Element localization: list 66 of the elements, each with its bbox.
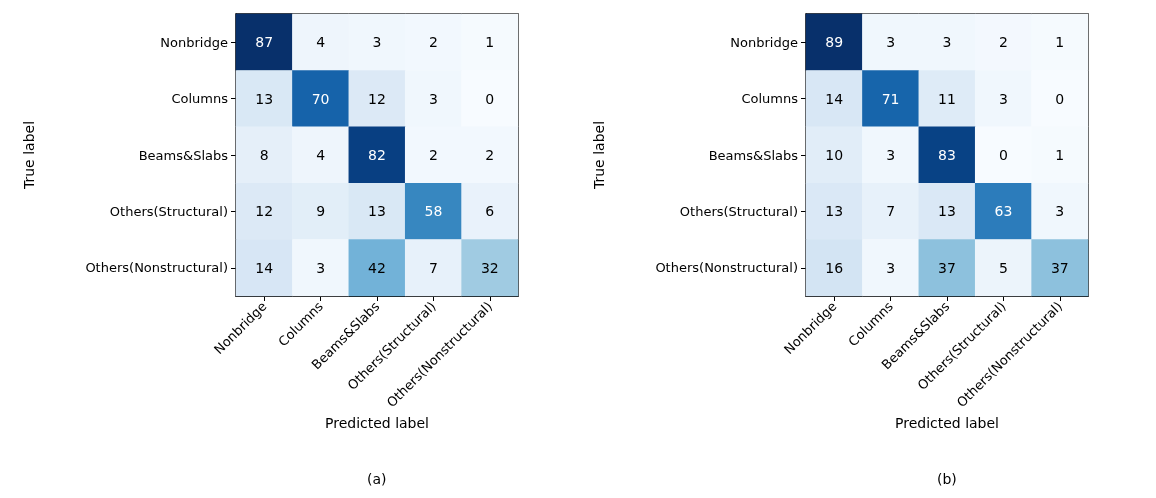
text: (a) xyxy=(367,471,387,487)
data-label: 3 xyxy=(998,90,1008,107)
data-label: 3 xyxy=(942,34,952,51)
y-tick-label: Nonbridge xyxy=(730,34,798,50)
data-label: 63 xyxy=(994,203,1013,220)
data-label: 1 xyxy=(1055,147,1065,163)
y-tick-label: Beams&Slabs xyxy=(138,147,229,163)
data-label: 14 xyxy=(255,259,274,276)
data-label: 3 xyxy=(886,259,896,276)
data-label: 8 xyxy=(259,147,269,163)
data-label: 10 xyxy=(825,147,844,163)
data-label: 2 xyxy=(998,34,1008,51)
data-label: 3 xyxy=(886,34,896,51)
x-axis-title: Predicted label xyxy=(324,415,430,432)
data-label: 3 xyxy=(1055,203,1065,220)
data-label: 42 xyxy=(368,259,386,276)
data-label: 13 xyxy=(255,90,274,107)
data-label: 16 xyxy=(825,259,844,276)
y-tick-label: Columns xyxy=(171,91,229,107)
data-label: 82 xyxy=(368,147,386,163)
data-label: 12 xyxy=(255,203,274,220)
data-label: 4 xyxy=(316,34,326,51)
data-label: 0 xyxy=(485,90,495,107)
data-label: 70 xyxy=(311,90,330,107)
data-label: 14 xyxy=(825,90,844,107)
y-tick-label: Beams&Slabs xyxy=(708,147,799,163)
data-label: 0 xyxy=(1055,90,1065,107)
data-label: 37 xyxy=(1050,259,1069,276)
data-label: 1 xyxy=(485,34,495,51)
data-label: 3 xyxy=(886,147,896,163)
data-label: 13 xyxy=(825,203,844,220)
data-label: 7 xyxy=(886,203,896,220)
data-label: 6 xyxy=(485,203,495,220)
y-tick-label: Nonbridge xyxy=(160,34,228,50)
data-label: 37 xyxy=(938,259,956,276)
y-tick-label: Others(Nonstructural) xyxy=(85,260,228,276)
data-label: 4 xyxy=(316,147,326,163)
data-label: 13 xyxy=(368,203,386,220)
data-label: 1 xyxy=(1055,34,1065,51)
data-label: 58 xyxy=(424,203,443,220)
y-tick-label: Others(Structural) xyxy=(679,203,798,219)
data-label: 0 xyxy=(998,147,1008,163)
y-tick-label: Columns xyxy=(741,91,799,107)
text: (b) xyxy=(937,471,957,487)
data-label: 32 xyxy=(480,259,499,276)
data-label: 3 xyxy=(316,259,326,276)
y-axis-title: True label xyxy=(21,120,37,191)
data-label: 3 xyxy=(428,90,438,107)
x-axis-title: Predicted label xyxy=(894,415,1000,432)
data-label: 71 xyxy=(881,90,900,107)
y-tick-label: Others(Structural) xyxy=(109,203,228,219)
data-label: 11 xyxy=(938,90,956,107)
y-axis-title: True label xyxy=(591,120,607,191)
data-label: 13 xyxy=(938,203,956,220)
data-label: 3 xyxy=(372,34,382,51)
data-label: 12 xyxy=(368,90,386,107)
data-label: 9 xyxy=(316,203,326,220)
data-label: 89 xyxy=(825,34,844,51)
data-label: 2 xyxy=(485,147,495,163)
data-label: 2 xyxy=(428,34,438,51)
y-tick-label: Others(Nonstructural) xyxy=(655,260,798,276)
data-label: 2 xyxy=(428,147,438,163)
data-label: 83 xyxy=(938,147,956,163)
data-label: 7 xyxy=(428,259,438,276)
data-label: 5 xyxy=(998,259,1008,276)
data-label: 87 xyxy=(255,34,274,51)
